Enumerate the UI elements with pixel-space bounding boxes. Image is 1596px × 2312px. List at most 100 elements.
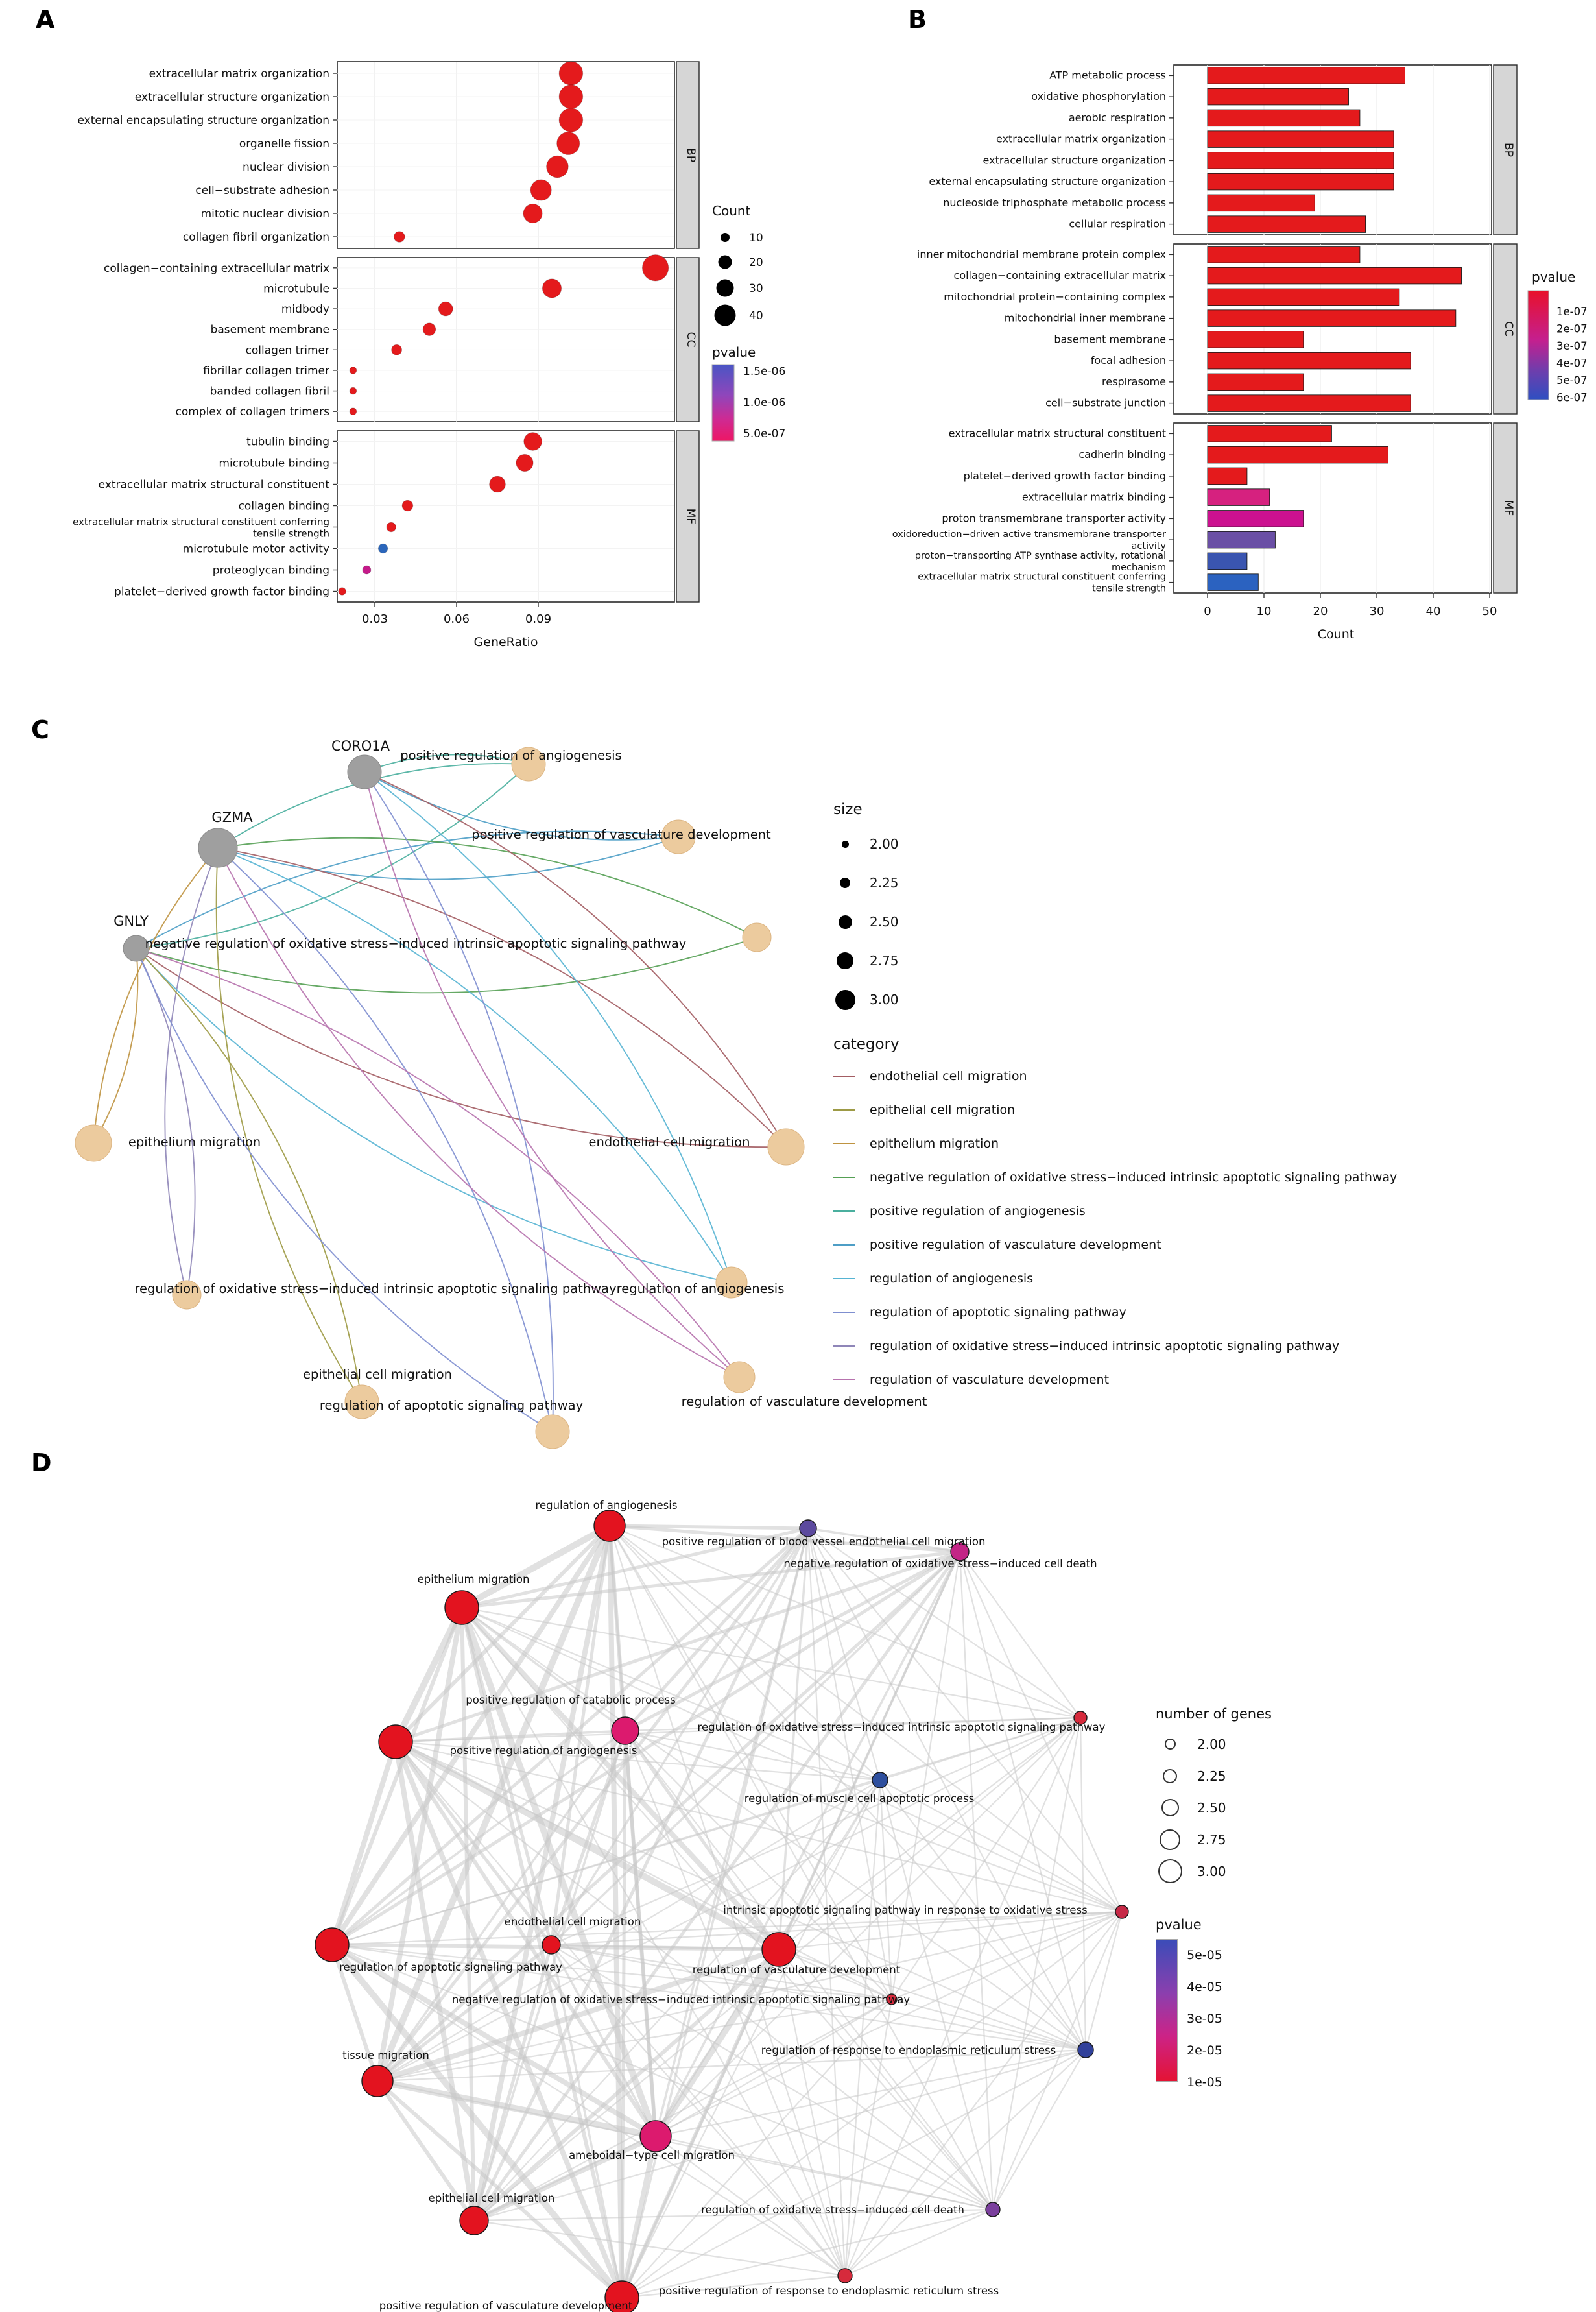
edge: [460, 1550, 962, 1609]
term-node: [511, 747, 546, 782]
term-label: microtubule: [263, 282, 329, 295]
edge: [460, 1606, 1123, 1913]
x-axis-title: GeneRatio: [474, 635, 538, 649]
edge: [460, 1606, 1082, 1719]
category-line-swatch: [833, 1143, 855, 1144]
term-label: basement membrane: [1054, 333, 1166, 345]
term-label: platelet−derived growth factor binding: [114, 586, 329, 599]
edge: [959, 1550, 1123, 1913]
category-label: regulation of angiogenesis: [870, 1271, 1034, 1286]
size-dot: [840, 878, 850, 888]
term-node: [767, 1128, 805, 1166]
pvalue-legend-label: 1e-07: [1556, 306, 1588, 318]
facet-panel: [337, 61, 675, 249]
count-legend-label: 30: [749, 282, 763, 295]
edge: [778, 1779, 881, 1951]
pvalue-gradient-labels: 5e-05 4e-05 3e-05 2e-05 1e-05: [1187, 1939, 1222, 2101]
count-legend-dot: [721, 233, 730, 242]
size-legend-items: 2.00 2.25 2.50 2.75 3.00: [833, 825, 1592, 1019]
edge: [136, 948, 740, 1378]
edge: [364, 771, 787, 1148]
edge: [844, 1998, 893, 2277]
pvalue-gradient: 5e-05 4e-05 3e-05 2e-05 1e-05: [1156, 1939, 1558, 2101]
count-legend-label: 10: [749, 232, 763, 245]
dot: [546, 155, 569, 178]
edge: [331, 1944, 1087, 2051]
edge: [329, 1739, 398, 1947]
count-legend-label: 40: [749, 309, 763, 322]
term-label: platelet−derived growth factor binding: [964, 470, 1166, 482]
category-line-swatch: [833, 1109, 855, 1111]
dot: [558, 84, 584, 109]
edge: [393, 1739, 625, 2300]
category-line-swatch: [833, 1177, 855, 1178]
facet-panel: [337, 257, 675, 422]
number-of-genes-circle: [1161, 1799, 1179, 1816]
x-tick-label: 40: [1426, 605, 1441, 618]
edge: [393, 1739, 477, 2223]
number-of-genes-circle: [1160, 1829, 1180, 1850]
edge: [624, 1729, 893, 2001]
pvalue-legend-label: 2e-05: [1187, 2043, 1222, 2058]
edge: [375, 2079, 624, 2300]
edge: [624, 1729, 881, 1781]
edge: [608, 1524, 962, 1554]
edge: [807, 1527, 1082, 1719]
panel-a-dotplot: extracellular matrix organization extrace…: [73, 61, 785, 649]
bar: [1207, 373, 1304, 391]
edge: [460, 1606, 881, 1781]
edge: [959, 1550, 1082, 1719]
term-label: tubulin binding: [246, 436, 329, 449]
network-node: [593, 1510, 626, 1542]
edge: [778, 1716, 1082, 1951]
edge: [375, 1947, 781, 2084]
number-of-genes-legend-title: number of genes: [1156, 1706, 1272, 1722]
bar: [1207, 510, 1304, 527]
x-tick-label: 20: [1313, 605, 1328, 618]
edge: [550, 1550, 961, 1946]
gene-label: GZMA: [211, 810, 253, 825]
number-of-genes-item: 2.75: [1156, 1824, 1558, 1855]
gene-node: [123, 935, 150, 962]
edge: [136, 948, 732, 1283]
network-node-label: endothelial cell migration: [505, 1916, 641, 1928]
pvalue-legend-label: 5e-05: [1187, 1948, 1222, 1962]
bar: [1207, 309, 1457, 327]
size-label: 2.75: [870, 953, 899, 969]
label-line: mechanism: [1112, 562, 1166, 573]
edge: [217, 847, 732, 1283]
gene-label: GNLY: [113, 913, 149, 929]
term-label: microtubule motor activity: [183, 543, 329, 556]
dot: [386, 522, 396, 533]
network-node: [604, 2280, 639, 2312]
edge: [136, 937, 757, 994]
bar: [1207, 288, 1400, 306]
category-legend-item: regulation of vasculature development: [833, 1363, 1592, 1397]
edge: [471, 2134, 658, 2223]
dot: [422, 322, 436, 336]
edge: [375, 1605, 464, 2084]
edge: [621, 1998, 893, 2299]
bar: [1207, 425, 1332, 442]
edge: [375, 1526, 810, 2083]
panel-c-legend: size 2.00 2.25 2.50 2.75 3.00 category endot…: [833, 801, 1592, 1397]
pvalue-legend-label: 4e-05: [1187, 1980, 1222, 1994]
number-of-genes-item: 2.25: [1156, 1760, 1558, 1792]
edge: [608, 1524, 1123, 1913]
edge: [807, 1527, 1123, 1913]
x-tick-label: 0.06: [444, 612, 470, 626]
term-label: midbody: [281, 303, 329, 316]
category-line-swatch: [833, 1076, 855, 1077]
dot: [377, 543, 388, 554]
term-label: extracellular matrix structural constitu…: [918, 572, 1166, 594]
panel-d-network: regulation of angiogenesis positive regul…: [315, 1499, 1129, 2312]
edge: [652, 1946, 782, 2139]
category-legend-title: category: [833, 1036, 899, 1053]
edge: [472, 1550, 962, 2222]
network-node-label: positive regulation of blood vessel endo…: [662, 1535, 986, 1548]
size-label: 2.00: [870, 836, 899, 852]
edge: [992, 2049, 1087, 2211]
edge: [364, 771, 740, 1378]
category-line-swatch: [833, 1278, 855, 1279]
network-node: [761, 1932, 796, 1967]
